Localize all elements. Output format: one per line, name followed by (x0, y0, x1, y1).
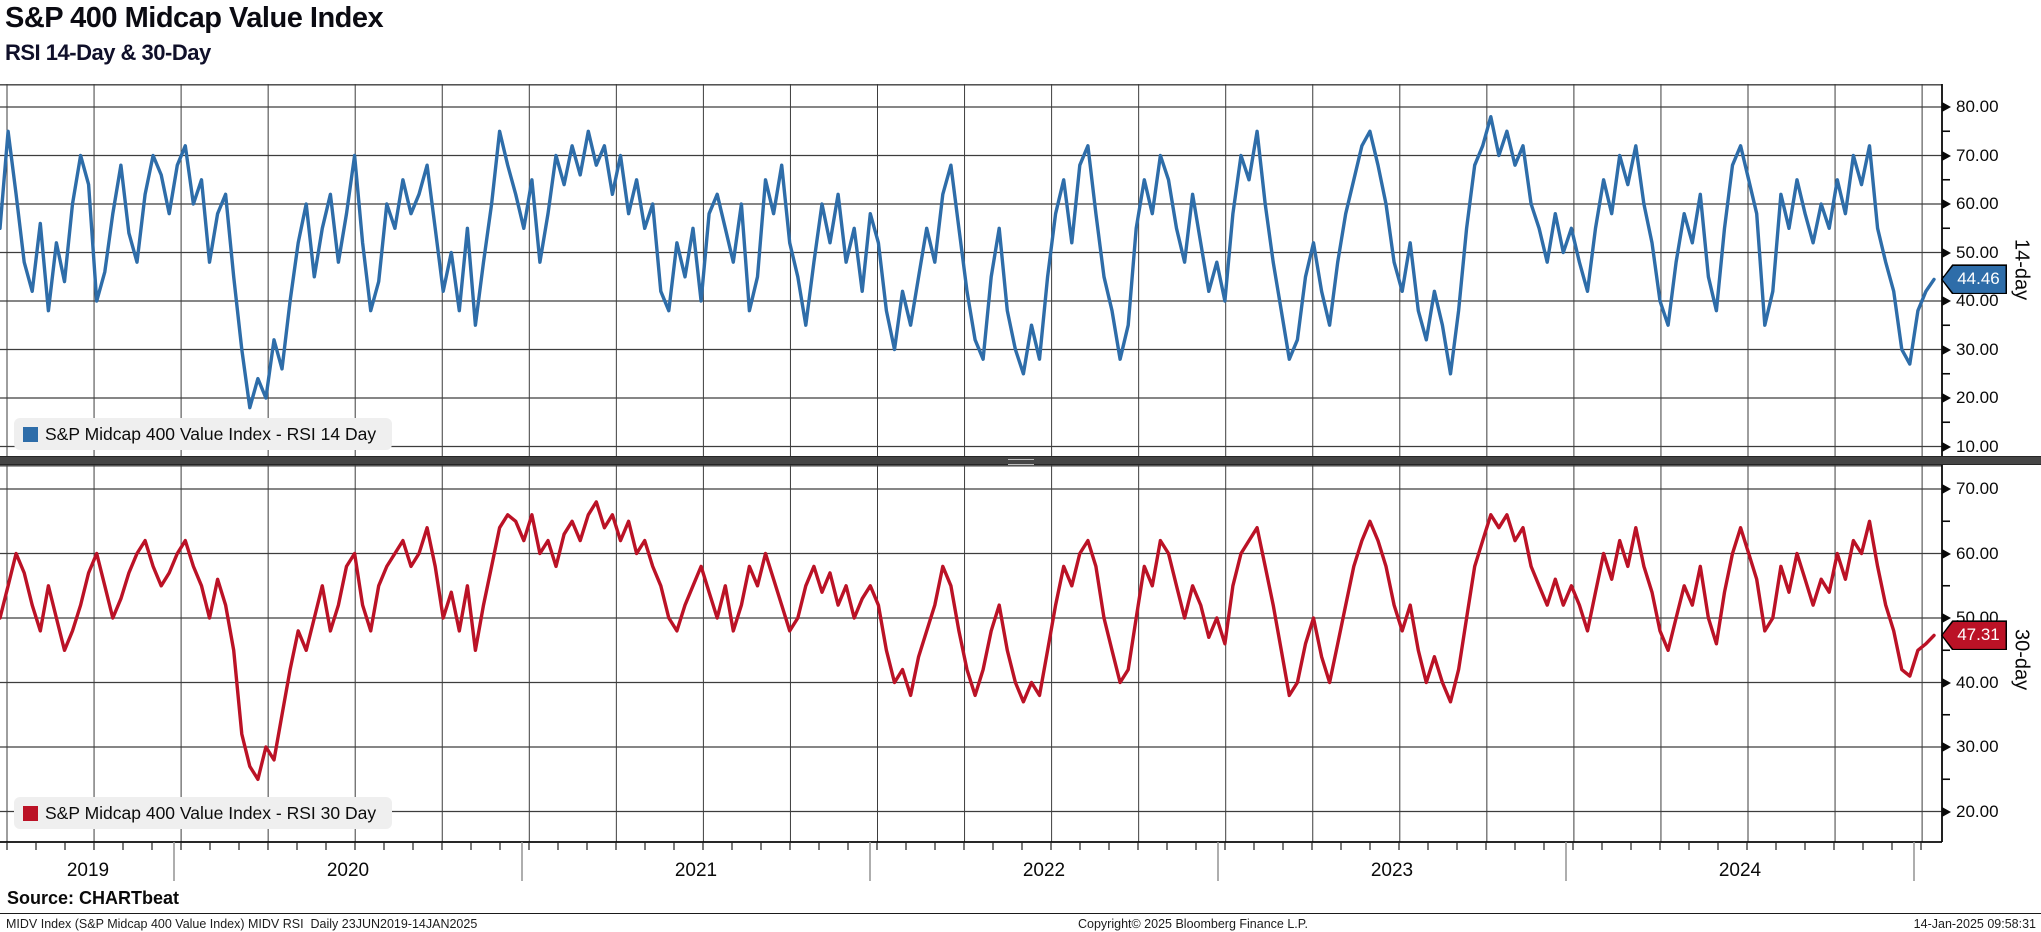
rsi14-last-value: 44.46 (1948, 269, 2000, 289)
y-axis-tick-arrow-icon (1942, 393, 1951, 403)
y-axis-tick-label: 30.00 (1956, 736, 1999, 758)
rsi14-axis-side-label: 14-day (2004, 175, 2038, 365)
rsi30-legend-swatch-icon (23, 806, 38, 821)
footer-bar: MIDV Index (S&P Midcap 400 Value Index) … (0, 913, 2041, 932)
y-axis-tick-arrow-icon (1942, 442, 1951, 452)
x-axis-year-label: 2022 (1023, 860, 1065, 882)
x-axis-year-label: 2021 (675, 860, 717, 882)
y-axis-tick-arrow-icon (1942, 102, 1951, 112)
rsi30-last-value-badge: 47.31 (1941, 620, 2007, 650)
x-axis-year-label: 2024 (1719, 860, 1761, 882)
y-axis-tick-arrow-icon (1942, 296, 1951, 306)
y-axis-tick-label: 70.00 (1956, 145, 1999, 167)
rsi30-axis-side-label: 30-day (2004, 565, 2038, 755)
y-axis-tick-arrow-icon (1942, 151, 1951, 161)
y-axis-tick-label: 30.00 (1956, 339, 1999, 361)
y-axis-tick-label: 60.00 (1956, 193, 1999, 215)
y-axis-tick-label: 70.00 (1956, 478, 1999, 500)
y-axis-tick-label: 40.00 (1956, 672, 1999, 694)
footer-copyright: Copyright© 2025 Bloomberg Finance L.P. (1078, 917, 1308, 931)
rsi30-last-value: 47.31 (1948, 625, 2000, 645)
panel-divider[interactable] (0, 456, 2041, 465)
y-axis-tick-arrow-icon (1942, 613, 1951, 623)
y-axis-tick-label: 50.00 (1956, 242, 1999, 264)
rsi14-legend[interactable]: S&P Midcap 400 Value Index - RSI 14 Day (14, 418, 392, 450)
rsi14-legend-swatch-icon (23, 427, 38, 442)
chart-subtitle: RSI 14-Day & 30-Day (5, 40, 211, 66)
rsi14-legend-label: S&P Midcap 400 Value Index - RSI 14 Day (45, 424, 376, 445)
source-line: Source: CHARTbeat (7, 888, 179, 909)
rsi30-legend[interactable]: S&P Midcap 400 Value Index - RSI 30 Day (14, 797, 392, 829)
rsi14-last-value-badge: 44.46 (1941, 264, 2007, 294)
x-axis-year-label: 2019 (67, 860, 109, 882)
divider-grip-icon[interactable] (1008, 459, 1034, 465)
chart-window: S&P 400 Midcap Value Index RSI 14-Day & … (0, 0, 2041, 932)
rsi30-legend-label: S&P Midcap 400 Value Index - RSI 30 Day (45, 803, 376, 824)
y-axis-tick-label: 60.00 (1956, 543, 1999, 565)
footer-timestamp: 14-Jan-2025 09:58:31 (1914, 917, 2036, 931)
x-axis-year-label: 2023 (1371, 860, 1413, 882)
y-axis-tick-arrow-icon (1942, 742, 1951, 752)
y-axis-tick-arrow-icon (1942, 678, 1951, 688)
y-axis-tick-label: 20.00 (1956, 801, 1999, 823)
y-axis-tick-arrow-icon (1942, 345, 1951, 355)
x-axis-year-label: 2020 (327, 860, 369, 882)
footer-security-info: MIDV Index (S&P Midcap 400 Value Index) … (6, 917, 477, 931)
y-axis-tick-label: 20.00 (1956, 387, 1999, 409)
y-axis-tick-label: 10.00 (1956, 436, 1999, 458)
y-axis-tick-arrow-icon (1942, 549, 1951, 559)
y-axis-tick-arrow-icon (1942, 199, 1951, 209)
y-axis-tick-arrow-icon (1942, 807, 1951, 817)
y-axis-tick-arrow-icon (1942, 248, 1951, 258)
y-axis-tick-label: 80.00 (1956, 96, 1999, 118)
y-axis-tick-arrow-icon (1942, 484, 1951, 494)
rsi14-plot-area[interactable] (0, 84, 2041, 456)
chart-title: S&P 400 Midcap Value Index (5, 2, 383, 35)
